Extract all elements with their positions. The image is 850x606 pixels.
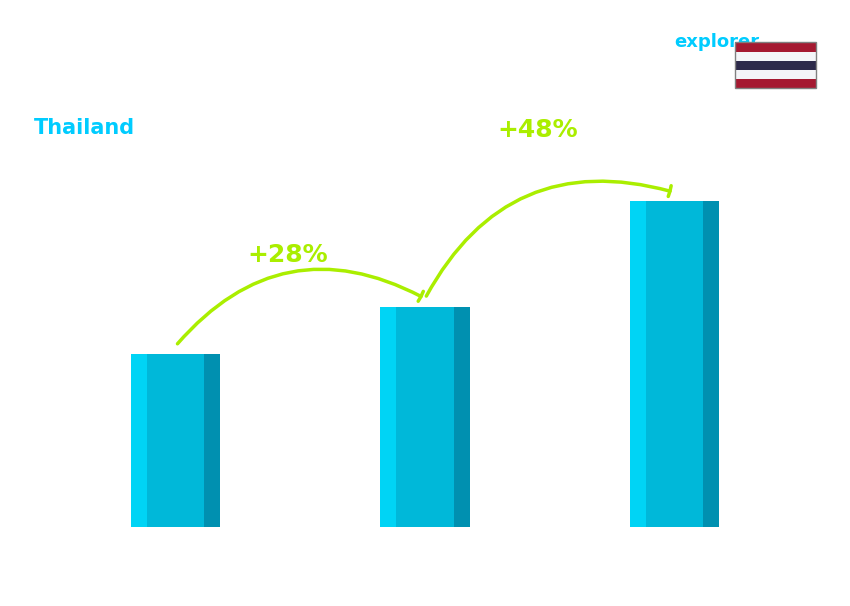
Bar bbox=[630, 201, 645, 527]
Text: Average Monthly Salary: Average Monthly Salary bbox=[819, 236, 830, 370]
Text: 106,000 THB: 106,000 THB bbox=[106, 333, 196, 347]
Text: explorer: explorer bbox=[674, 33, 759, 52]
Text: Thailand: Thailand bbox=[34, 118, 135, 138]
Text: Salary Comparison By Education: Salary Comparison By Education bbox=[34, 39, 591, 68]
Bar bbox=[631, 201, 718, 527]
Text: Adoption Services Director: Adoption Services Director bbox=[34, 82, 332, 102]
Bar bbox=[132, 354, 219, 527]
Text: 135,000 THB: 135,000 THB bbox=[355, 286, 445, 300]
Bar bbox=[381, 307, 396, 527]
Bar bbox=[205, 354, 220, 527]
Text: +28%: +28% bbox=[247, 243, 328, 267]
Bar bbox=[703, 201, 719, 527]
Text: salary: salary bbox=[612, 33, 673, 52]
Bar bbox=[131, 354, 147, 527]
Text: +48%: +48% bbox=[497, 118, 577, 142]
Text: .com: .com bbox=[751, 33, 799, 52]
Text: 200,000 THB: 200,000 THB bbox=[604, 180, 694, 194]
Bar bbox=[454, 307, 469, 527]
Bar bbox=[382, 307, 468, 527]
